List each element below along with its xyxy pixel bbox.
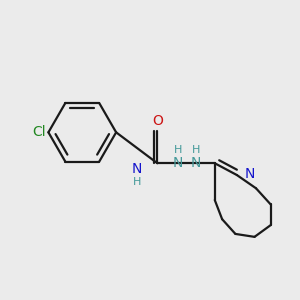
Text: H: H bbox=[133, 176, 141, 187]
Text: O: O bbox=[152, 114, 163, 128]
Text: H: H bbox=[174, 145, 182, 155]
Text: Cl: Cl bbox=[32, 125, 46, 139]
Text: N: N bbox=[190, 156, 201, 170]
Text: N: N bbox=[132, 162, 142, 176]
Text: N: N bbox=[173, 156, 183, 170]
Text: H: H bbox=[191, 145, 200, 155]
Text: N: N bbox=[245, 167, 256, 181]
